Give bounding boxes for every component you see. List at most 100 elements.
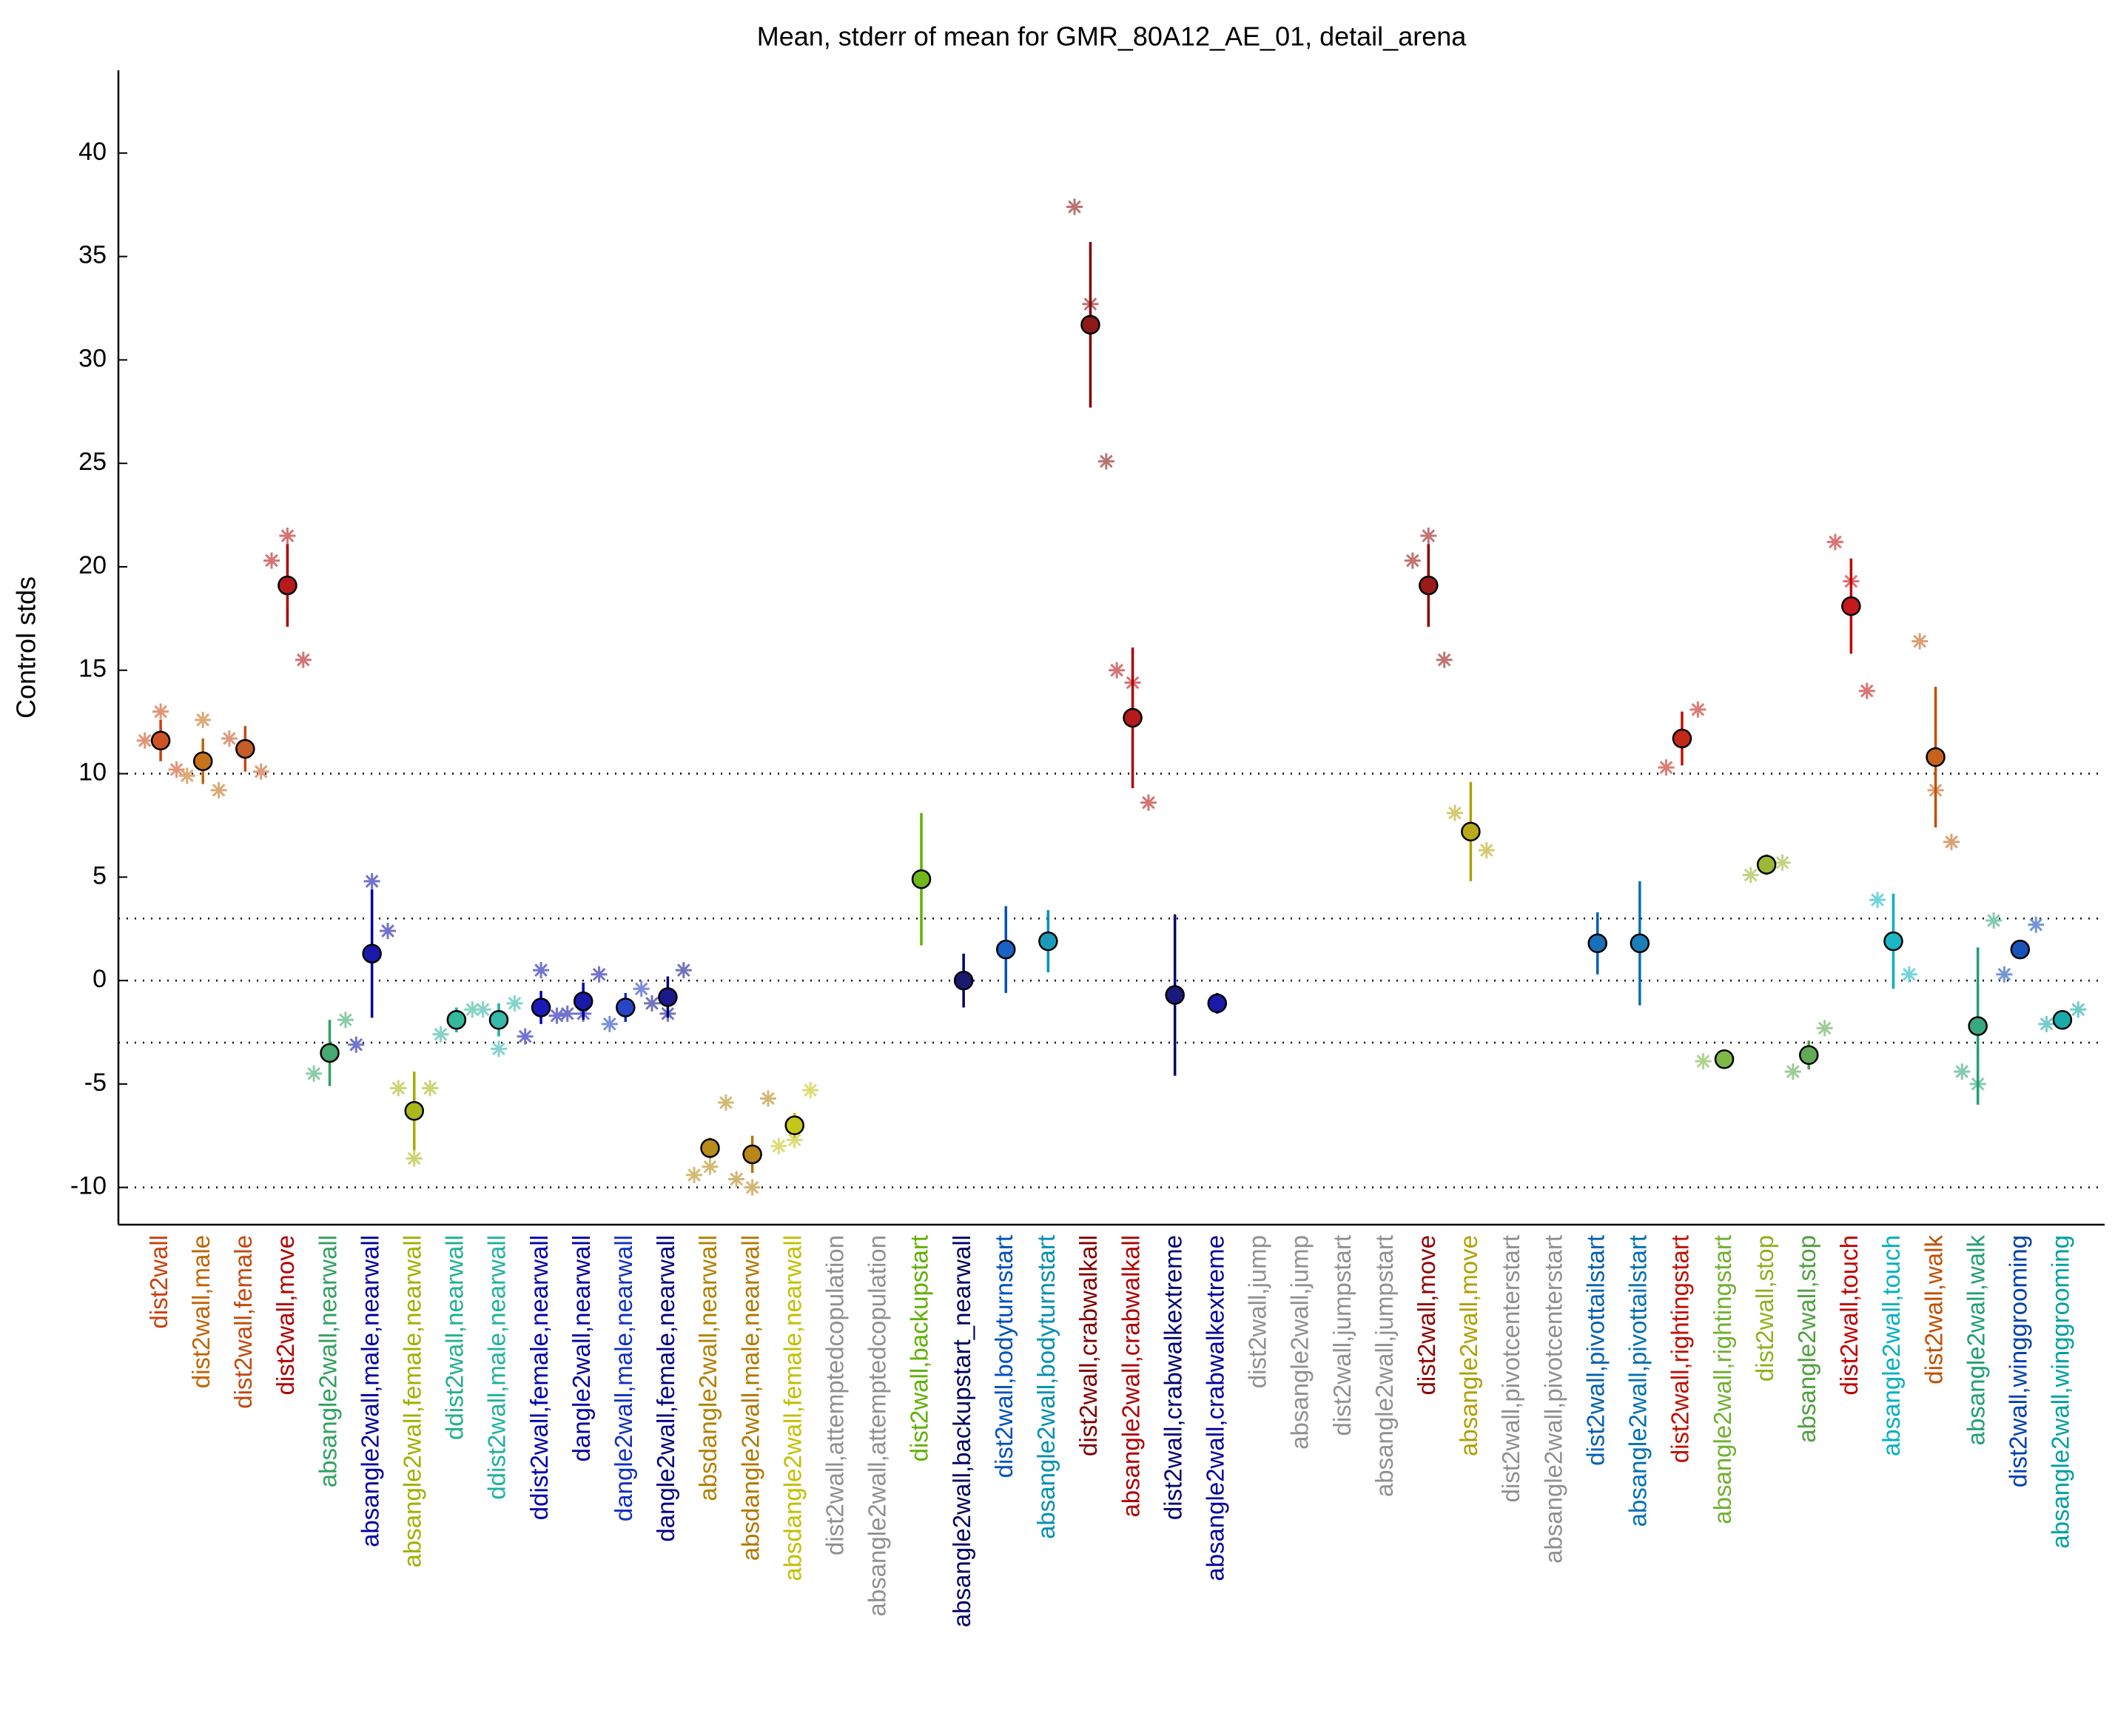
x-tick-label: absangle2wall,male,nearwall [356, 1235, 383, 1547]
subgroup-star [252, 763, 269, 780]
subgroup-star [1954, 1063, 1971, 1080]
mean-marker [1968, 1016, 1988, 1036]
subgroup-star [464, 1001, 481, 1018]
x-tick-label: dangle2wall,nearwall [568, 1235, 595, 1461]
mean-marker [1461, 821, 1481, 842]
subgroup-star [1742, 867, 1759, 884]
mean-marker [995, 939, 1016, 960]
subgroup-star [744, 1179, 761, 1196]
mean-marker [1672, 728, 1692, 749]
x-tick-label: dist2wall,walk [1920, 1235, 1947, 1385]
subgroup-star [363, 872, 380, 889]
x-tick-label: dist2wall [145, 1235, 172, 1329]
y-tick-label: 5 [93, 861, 107, 889]
x-tick-label: dist2wall,bodyturnstart [990, 1235, 1018, 1478]
x-tick-label: dist2wall,female [229, 1235, 257, 1409]
subgroup-star [390, 1080, 407, 1097]
subgroup-star [1436, 651, 1453, 668]
x-tick-label: absangle2wall,bodyturnstart [1032, 1235, 1060, 1539]
mean-marker [362, 943, 382, 964]
subgroup-star [2038, 1015, 2055, 1032]
x-tick-label: dist2wall,rightingstart [1667, 1235, 1694, 1463]
subgroup-star [559, 1005, 576, 1022]
subgroup-star [675, 962, 692, 979]
subgroup-star [1097, 453, 1114, 470]
subgroup-star [1658, 759, 1675, 776]
x-tick-label: ddist2wall,female,nearwall [525, 1235, 553, 1520]
x-tick-label: absangle2wall,crabwalkextreme [1201, 1235, 1228, 1581]
mean-marker [320, 1043, 340, 1063]
subgroup-star [686, 1166, 703, 1183]
subgroup-star [295, 651, 312, 668]
mean-marker [1207, 993, 1228, 1014]
x-tick-label: dist2wall,jump [1244, 1235, 1271, 1388]
mean-marker [1165, 985, 1185, 1005]
x-tick-label: absangle2wall,female,nearwall [398, 1235, 426, 1567]
x-tick-label: dist2wall,move [1413, 1235, 1440, 1395]
mean-marker [1799, 1045, 1819, 1066]
x-tick-label: absangle2wall,nearwall [314, 1235, 341, 1487]
subgroup-star [1404, 552, 1421, 569]
x-tick-label: absangle2wall,stop [1793, 1235, 1820, 1443]
subgroup-star [717, 1094, 734, 1111]
x-tick-label: absdangle2wall,male,nearwall [736, 1235, 764, 1561]
x-tick-label: absangle2wall,pivotcenterstart [1539, 1235, 1567, 1564]
y-tick-label: 15 [78, 655, 107, 683]
x-tick-label: dist2wall,male [187, 1235, 215, 1388]
subgroup-star [422, 1080, 439, 1097]
x-tick-label: dist2wall,crabwalkextreme [1159, 1235, 1186, 1520]
subgroup-star [432, 1026, 449, 1043]
y-tick-label: -5 [84, 1069, 107, 1097]
mean-marker [658, 987, 678, 1007]
x-tick-label: dist2wall,crabwalkall [1075, 1235, 1102, 1456]
y-tick-label: -10 [70, 1172, 107, 1200]
x-tick-label: absangle2wall,attemptedcopulation [864, 1235, 891, 1617]
subgroup-star [221, 730, 238, 747]
subgroup-star [348, 1036, 365, 1053]
x-tick-label: ddist2wall,nearwall [441, 1235, 468, 1440]
x-tick-label: absdangle2wall,female,nearwall [779, 1235, 806, 1581]
subgroup-star [770, 1137, 787, 1154]
x-tick-label: ddist2wall,male,nearwall [483, 1235, 511, 1500]
x-tick-label: dist2wall,move [272, 1235, 299, 1395]
subgroup-star [1420, 528, 1437, 545]
subgroup-star [263, 552, 280, 569]
mean-marker [616, 997, 636, 1017]
mean-marker [911, 869, 932, 889]
subgroup-star [279, 528, 296, 545]
subgroup-star [786, 1131, 803, 1148]
mean-marker [573, 991, 594, 1012]
subgroup-star [178, 767, 195, 784]
subgroup-star [1996, 966, 2013, 983]
mean-marker [1883, 931, 1903, 952]
mean-marker [488, 1009, 509, 1030]
subgroup-star [136, 732, 153, 749]
subgroup-star [1109, 662, 1126, 679]
x-tick-label: dangle2wall,male,nearwall [610, 1235, 637, 1521]
mean-marker [1926, 747, 1946, 767]
subgroup-star [490, 1040, 507, 1057]
mean-marker [1841, 596, 1861, 616]
x-tick-label: dist2wall,attemptedcopulation [821, 1235, 849, 1555]
subgroup-star [1816, 1020, 1833, 1037]
subgroup-star [2028, 916, 2045, 933]
mean-marker [1630, 933, 1650, 954]
mean-marker [1756, 855, 1777, 875]
subgroup-star [337, 1012, 354, 1029]
x-tick-label: absangle2wall,walk [1962, 1235, 1989, 1446]
x-tick-label: dist2wall,touch [1835, 1235, 1863, 1395]
mean-marker [278, 575, 297, 596]
subgroup-star [195, 711, 212, 728]
x-tick-label: absangle2wall,backupstart_nearwall [948, 1235, 975, 1627]
x-tick-label: absdangle2wall,nearwall [694, 1235, 722, 1501]
subgroup-star [152, 703, 169, 720]
subgroup-star [210, 781, 227, 798]
x-tick-label: absangle2wall,jumpstart [1371, 1235, 1398, 1497]
y-tick-label: 0 [93, 965, 107, 993]
x-tick-label: dist2wall,stop [1751, 1235, 1778, 1382]
subgroup-star [643, 995, 660, 1012]
mean-marker [1587, 933, 1607, 954]
subgroup-star [1985, 912, 2003, 929]
mean-marker [784, 1115, 804, 1136]
mean-marker [700, 1138, 720, 1158]
